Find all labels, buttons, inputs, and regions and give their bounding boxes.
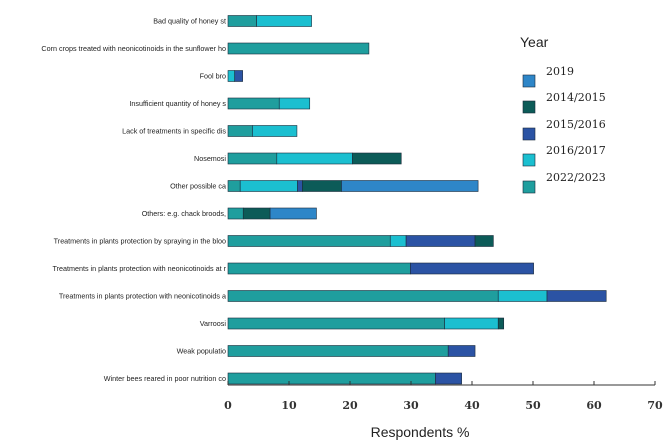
bar-segment: [352, 152, 402, 165]
bar-segment: [227, 125, 253, 137]
bar-segment: [546, 290, 607, 302]
bar-segment: [297, 180, 303, 192]
category-label: Winter bees reared in poor nutrition co: [104, 374, 226, 383]
legend-label: 2015/2016: [546, 118, 606, 131]
bar-segment: [435, 372, 462, 385]
category-label: Other possible ca: [170, 182, 226, 191]
category-label: Treatments in plants protection by spray…: [54, 237, 226, 246]
bar-segment: [227, 262, 411, 275]
x-axis: 0 10 20 30 40 50 60 70: [224, 381, 663, 412]
category-label: Insufficient quantity of honey s: [129, 99, 226, 108]
category-labels: Bad quality of honey st Corn crops treate…: [41, 17, 226, 384]
category-label: Bad quality of honey st: [153, 17, 226, 26]
legend-label: 2019: [546, 65, 574, 78]
legend-swatch: [522, 153, 536, 167]
plot-area: [227, 15, 607, 385]
legend-swatch: [522, 100, 536, 114]
bar-segment: [256, 15, 312, 27]
category-label: Lack of treatments in specific dis: [122, 127, 226, 136]
legend-swatch: [522, 127, 536, 141]
bar-segment: [410, 262, 534, 275]
legend-label: 2014/2015: [546, 91, 606, 104]
legend-label: 2016/2017: [546, 144, 606, 157]
bar-segment: [227, 180, 241, 192]
bar-segment: [227, 97, 280, 110]
category-label: Corn crops treated with neonicotinoids i…: [41, 44, 226, 53]
x-tick-label: 0: [224, 399, 232, 412]
x-tick-label: 70: [647, 399, 663, 412]
bar-segment: [276, 152, 353, 165]
bar-segment: [269, 207, 317, 220]
bar-segment: [497, 290, 548, 302]
legend-label: 2022/2023: [546, 171, 606, 184]
bar-segment: [278, 97, 311, 110]
bar-segment: [341, 180, 479, 192]
bar-segment: [227, 345, 449, 357]
bar-segment: [302, 180, 342, 192]
legend-swatch: [522, 180, 536, 194]
bar-segment: [227, 42, 370, 55]
bar-segment: [227, 70, 236, 82]
bar-segment: [239, 180, 298, 192]
x-tick-label: 20: [342, 399, 358, 412]
category-label: Others: e.g. chack broods,: [142, 209, 226, 218]
category-label: Nosemosi: [194, 154, 226, 163]
bar-segment: [405, 235, 476, 247]
x-tick-label: 60: [586, 399, 602, 412]
category-label: Fool bro: [200, 72, 226, 81]
legend: Year 2019 2014/2015 2015/2016 2016/2017 2022…: [520, 34, 606, 194]
x-tick-label: 40: [464, 399, 480, 412]
bar-segment: [389, 235, 407, 247]
category-label: Weak populatio: [177, 347, 226, 356]
bar-segment: [447, 345, 476, 357]
bar-segment: [497, 317, 505, 330]
bar-segment: [234, 70, 243, 82]
category-label: Varroosi: [200, 319, 227, 328]
legend-swatch: [522, 74, 536, 88]
bar-segment: [227, 317, 445, 330]
bar-segment: [474, 235, 494, 247]
x-tick-label: 30: [403, 399, 419, 412]
x-tick-label: 50: [525, 399, 541, 412]
bar-segment: [444, 317, 499, 330]
bar-segment: [227, 290, 499, 302]
bar-segment: [252, 125, 298, 137]
bar-segment: [227, 235, 391, 247]
category-label: Treatments in plants protection with neo…: [52, 264, 226, 273]
bar-segment: [227, 372, 436, 385]
bar-segment: [227, 207, 244, 220]
bar-segment: [227, 15, 257, 27]
bar-segment: [227, 152, 278, 165]
legend-title: Year: [520, 34, 549, 50]
x-axis-title: Respondents %: [371, 424, 470, 440]
bar-segment: [242, 207, 271, 220]
x-tick-label: 10: [281, 399, 297, 412]
category-label: Treatments in plants protection with neo…: [59, 292, 226, 301]
